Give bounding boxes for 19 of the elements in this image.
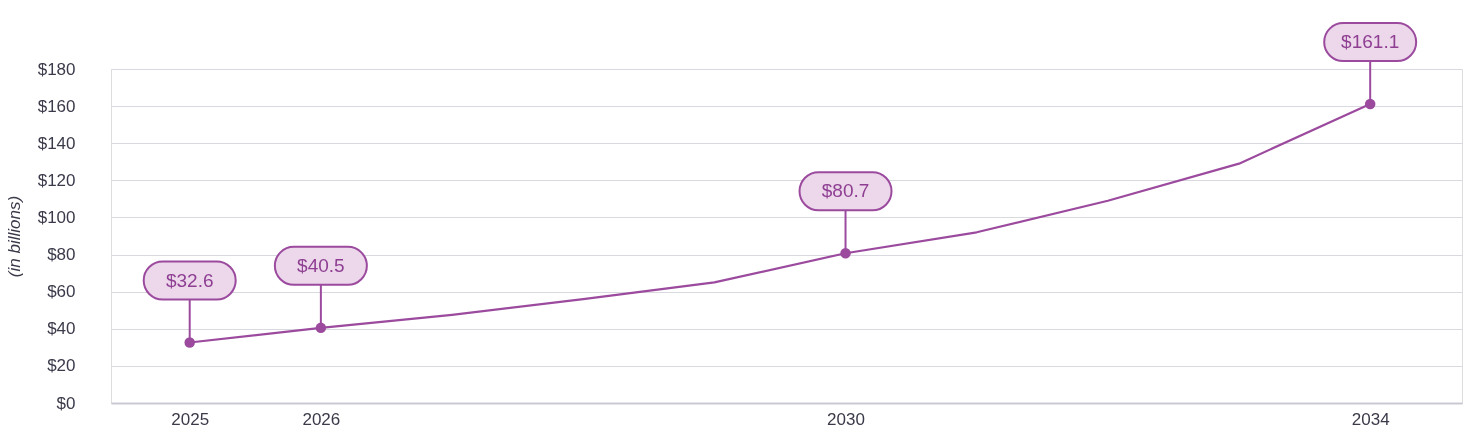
data-label: $161.1 xyxy=(1341,31,1400,53)
y-tick-label: $60 xyxy=(47,282,76,302)
y-tick-label: $0 xyxy=(56,393,76,413)
x-tick-label: 2025 xyxy=(171,409,210,429)
x-tick-label: 2034 xyxy=(1351,409,1390,429)
x-tick-label: 2030 xyxy=(827,409,865,429)
x-tick-label: 2026 xyxy=(302,409,341,429)
data-label: $80.7 xyxy=(821,180,870,202)
y-tick-label: $160 xyxy=(37,96,76,116)
y-tick-label: $20 xyxy=(47,356,76,376)
y-axis-title: (in billions) xyxy=(4,195,24,278)
data-label: $32.6 xyxy=(165,269,214,291)
data-label: $40.5 xyxy=(297,254,345,276)
y-tick-label: $80 xyxy=(47,245,76,265)
y-tick-label: $140 xyxy=(37,133,76,153)
y-tick-label: $100 xyxy=(37,207,76,227)
y-tick-label: $120 xyxy=(37,170,76,190)
y-tick-label: $180 xyxy=(37,59,76,79)
y-tick-label: $40 xyxy=(47,319,76,339)
